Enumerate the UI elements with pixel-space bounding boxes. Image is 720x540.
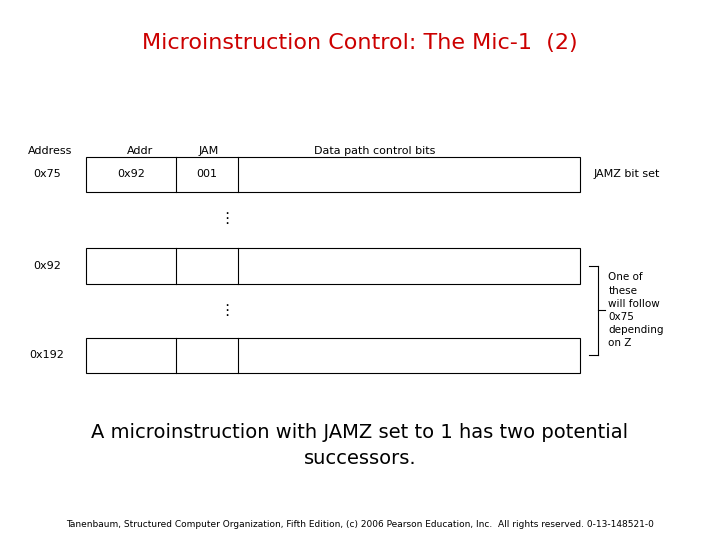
Text: JAMZ bit set: JAMZ bit set xyxy=(594,170,660,179)
Text: 0x92: 0x92 xyxy=(117,169,145,179)
Text: ⋮: ⋮ xyxy=(219,303,235,318)
Text: 001: 001 xyxy=(197,169,217,179)
Text: A microinstruction with JAMZ set to 1 has two potential
successors.: A microinstruction with JAMZ set to 1 ha… xyxy=(91,423,629,468)
Text: JAM: JAM xyxy=(199,146,219,156)
Text: ⋮: ⋮ xyxy=(219,211,235,226)
Text: 0x192: 0x192 xyxy=(30,350,64,360)
Bar xyxy=(86,248,580,284)
Text: One of
these
will follow
0x75
depending
on Z: One of these will follow 0x75 depending … xyxy=(608,273,664,348)
Text: 0x92: 0x92 xyxy=(33,261,60,271)
Text: 0x75: 0x75 xyxy=(33,169,60,179)
Text: Microinstruction Control: The Mic-1  (2): Microinstruction Control: The Mic-1 (2) xyxy=(142,33,578,53)
Bar xyxy=(86,338,580,373)
Text: Tanenbaum, Structured Computer Organization, Fifth Edition, (c) 2006 Pearson Edu: Tanenbaum, Structured Computer Organizat… xyxy=(66,520,654,529)
Bar xyxy=(86,157,580,192)
Text: Addr: Addr xyxy=(127,146,153,156)
Text: Data path control bits: Data path control bits xyxy=(314,146,435,156)
Text: Address: Address xyxy=(28,146,73,156)
